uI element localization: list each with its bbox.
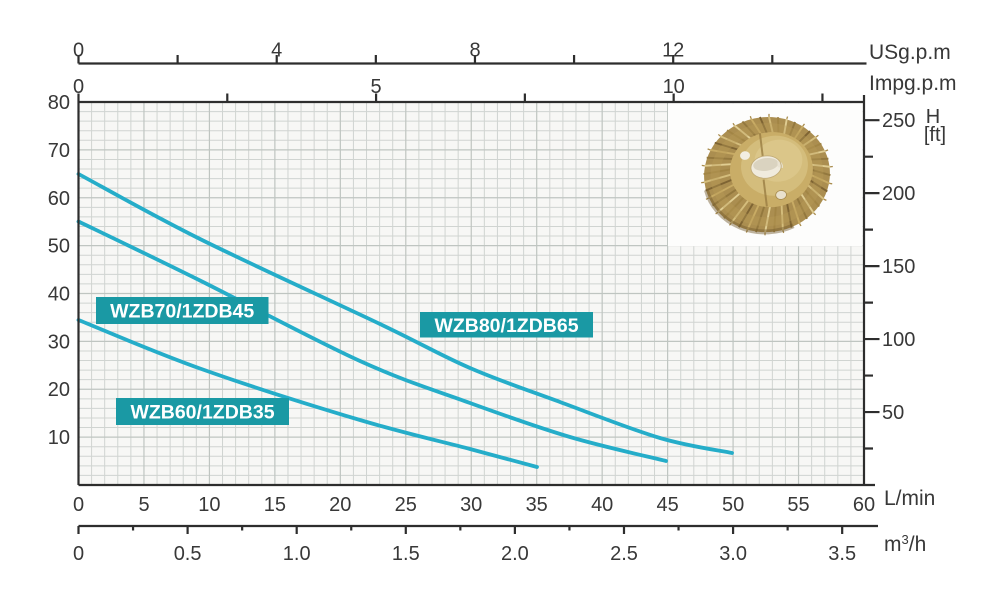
svg-text:30: 30: [460, 494, 482, 516]
svg-text:3.0: 3.0: [719, 543, 747, 565]
svg-text:20: 20: [329, 494, 351, 516]
svg-text:m3/h: m3/h: [884, 532, 926, 556]
svg-text:0: 0: [73, 76, 84, 98]
svg-text:0: 0: [73, 543, 84, 565]
svg-text:WZB80/1ZDB65: WZB80/1ZDB65: [434, 315, 578, 337]
svg-text:40: 40: [48, 284, 70, 306]
svg-text:4: 4: [271, 40, 282, 62]
svg-text:55: 55: [787, 494, 809, 516]
svg-text:50: 50: [48, 236, 70, 258]
svg-text:L/min: L/min: [884, 487, 935, 510]
svg-text:50: 50: [722, 494, 744, 516]
svg-text:35: 35: [526, 494, 548, 516]
svg-text:0: 0: [73, 40, 84, 62]
svg-text:40: 40: [591, 494, 613, 516]
svg-text:12: 12: [662, 40, 684, 62]
svg-text:200: 200: [882, 183, 915, 205]
svg-text:10: 10: [198, 494, 220, 516]
svg-text:10: 10: [48, 427, 70, 449]
svg-text:25: 25: [395, 494, 417, 516]
svg-text:1.5: 1.5: [392, 543, 420, 565]
svg-text:20: 20: [48, 379, 70, 401]
svg-text:5: 5: [371, 76, 382, 98]
svg-text:80: 80: [48, 92, 70, 114]
svg-text:8: 8: [469, 40, 480, 62]
svg-text:5: 5: [138, 494, 149, 516]
svg-text:1.0: 1.0: [283, 543, 311, 565]
svg-text:60: 60: [853, 494, 875, 516]
svg-text:0: 0: [73, 494, 84, 516]
svg-text:USg.p.m: USg.p.m: [869, 41, 951, 64]
svg-text:250: 250: [882, 110, 915, 132]
svg-text:0.5: 0.5: [174, 543, 202, 565]
svg-text:70: 70: [48, 140, 70, 162]
svg-text:150: 150: [882, 256, 915, 278]
svg-text:3.5: 3.5: [828, 543, 856, 565]
svg-text:60: 60: [48, 188, 70, 210]
svg-text:[ft]: [ft]: [924, 124, 946, 146]
svg-text:2.5: 2.5: [610, 543, 638, 565]
svg-text:100: 100: [882, 329, 915, 351]
svg-text:Impg.p.m: Impg.p.m: [869, 72, 957, 95]
svg-text:45: 45: [656, 494, 678, 516]
svg-text:2.0: 2.0: [501, 543, 529, 565]
svg-text:30: 30: [48, 331, 70, 353]
svg-text:15: 15: [264, 494, 286, 516]
svg-text:WZB70/1ZDB45: WZB70/1ZDB45: [110, 301, 254, 323]
svg-text:50: 50: [882, 402, 904, 424]
svg-text:H: H: [926, 106, 940, 128]
svg-text:10: 10: [663, 76, 685, 98]
svg-text:WZB60/1ZDB35: WZB60/1ZDB35: [130, 402, 274, 424]
